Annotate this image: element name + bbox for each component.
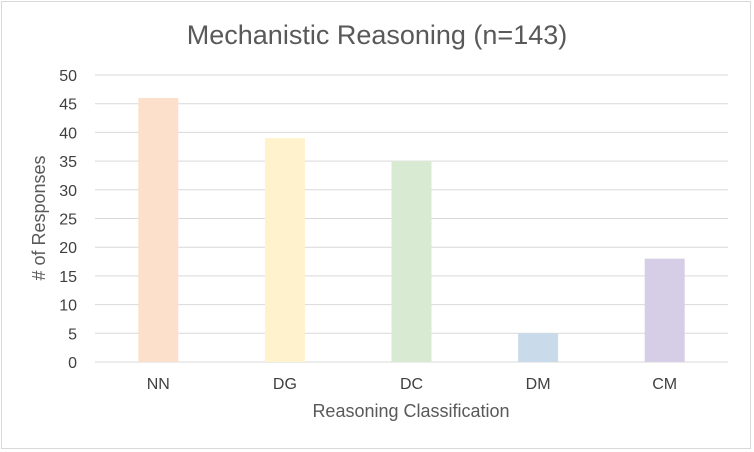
y-tick-label: 10: [59, 298, 77, 315]
x-tick-label-cm: CM: [652, 376, 677, 393]
y-tick-label: 45: [59, 97, 77, 114]
gridlines: [95, 74, 728, 363]
x-tick-label-dg: DG: [273, 376, 297, 393]
bar-nn: [138, 97, 179, 363]
y-tick-label: 5: [68, 326, 77, 343]
x-tick-label-dc: DC: [400, 376, 423, 393]
y-tick-label: 35: [59, 154, 77, 171]
y-tick-label: 50: [59, 68, 77, 85]
x-axis-label: Reasoning Classification: [312, 401, 509, 421]
y-tick-label: 25: [59, 212, 77, 229]
y-axis-label: # of Responses: [29, 155, 49, 280]
x-tick-label-dm: DM: [526, 376, 551, 393]
y-tick-label: 15: [59, 269, 77, 286]
y-tick-label: 0: [68, 355, 77, 372]
x-tick-label-nn: NN: [147, 376, 170, 393]
y-axis-ticks: 0 5 10 15 20 25 30 35 40 45 50: [59, 68, 77, 372]
y-tick-label: 40: [59, 125, 77, 142]
y-tick-label: 20: [59, 240, 77, 257]
y-tick-label: 30: [59, 183, 77, 200]
bars: [138, 97, 685, 363]
x-axis-ticks: NN DG DC DM CM: [147, 376, 677, 393]
bar-dm: [518, 333, 559, 362]
chart-title: Mechanistic Reasoning (n=143): [187, 20, 567, 50]
bar-dg: [264, 138, 305, 362]
bar-dc: [391, 161, 432, 362]
bar-cm: [644, 258, 685, 362]
